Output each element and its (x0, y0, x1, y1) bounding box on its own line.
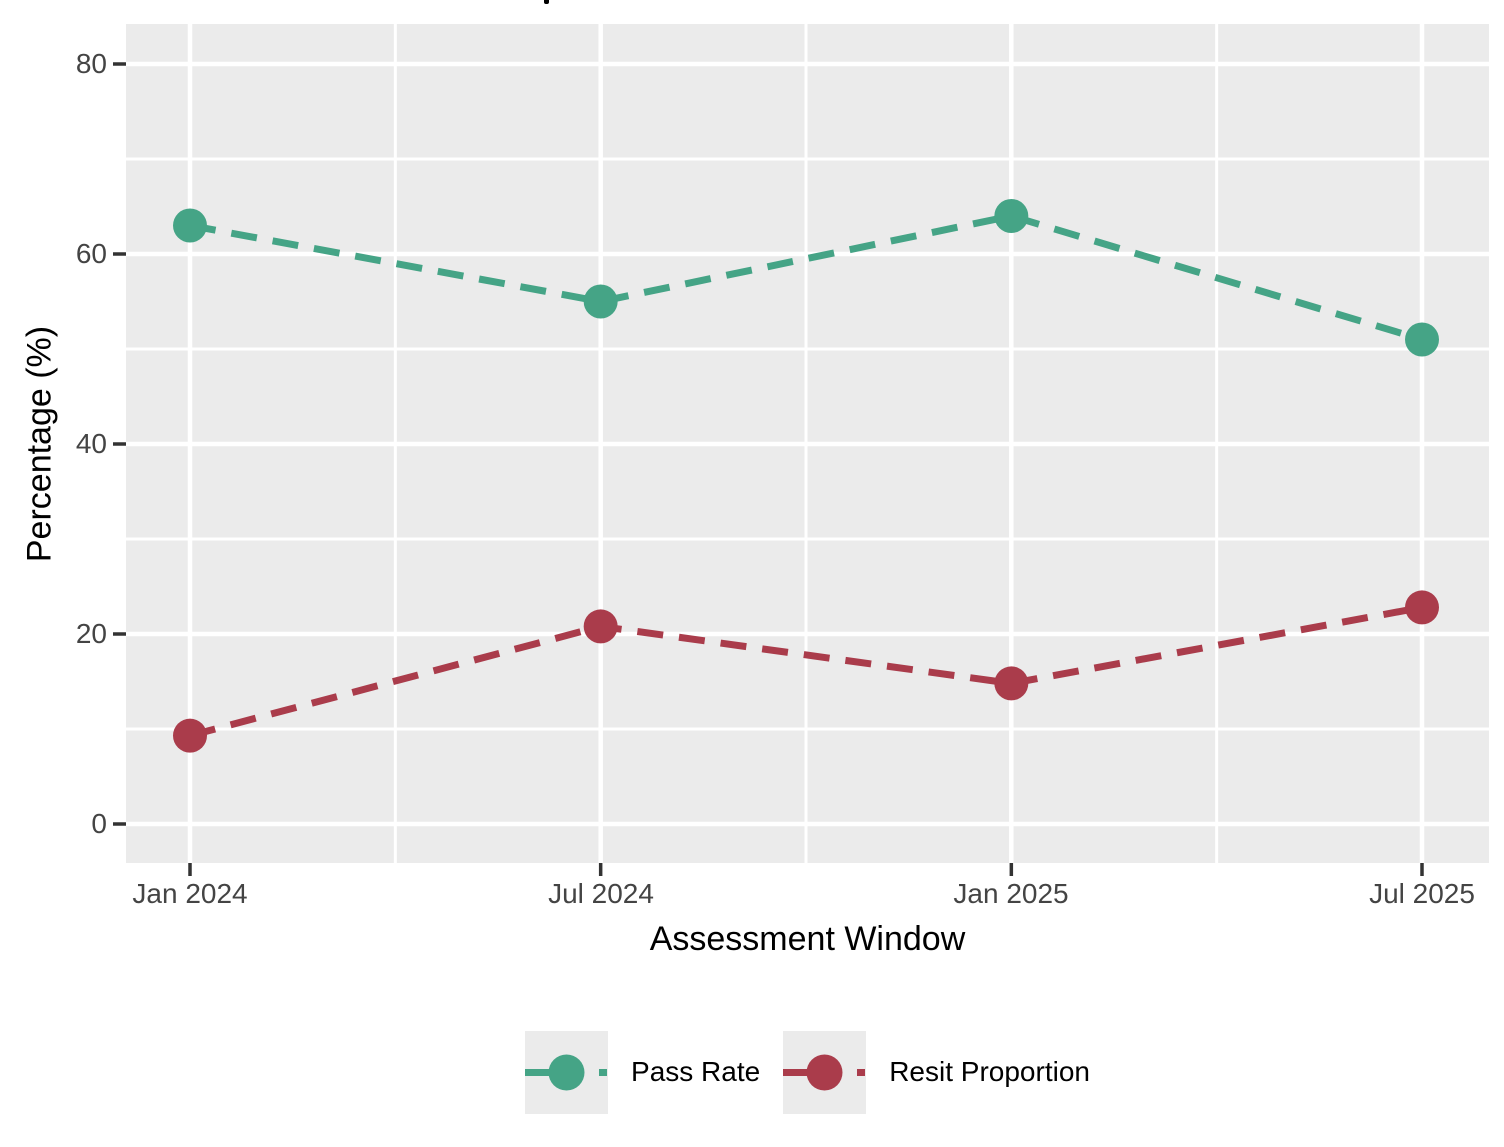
legend-key-resit-proportion (783, 1030, 867, 1114)
legend: Pass Rate Resit Proportion (126, 1030, 1489, 1114)
legend-item-pass-rate: Pass Rate (525, 1030, 761, 1114)
legend-point-resit-proportion (806, 1054, 843, 1090)
data-point-resit-proportion (173, 718, 207, 753)
legend-label-pass-rate: Pass Rate (631, 1056, 761, 1087)
x-tick-label-jul-2025: Jul 2025 (1369, 878, 1475, 909)
x-tick-label-jan-2024: Jan 2024 (132, 878, 248, 909)
series-line-resit-proportion (189, 603, 1423, 740)
legend-point-pass-rate (548, 1054, 585, 1090)
y-tick-label-20: 20 (75, 618, 107, 649)
data-point-resit-proportion (583, 609, 618, 644)
legend-item-resit-proportion: Resit Proportion (783, 1030, 1090, 1114)
series-line-pass-rate (189, 212, 1424, 343)
data-point-resit-proportion (994, 666, 1029, 701)
data-point-resit-proportion (1405, 590, 1440, 625)
data-point-pass-rate (994, 199, 1029, 233)
x-tick-label-jul-2024: Jul 2024 (548, 878, 654, 909)
x-axis-title: Assessment Window (649, 920, 966, 958)
data-point-pass-rate (1405, 322, 1440, 357)
y-tick-label-40: 40 (75, 428, 107, 459)
data-point-pass-rate (583, 284, 618, 319)
y-tick-label-60: 60 (75, 238, 107, 269)
y-axis-title: Percentage (%) (20, 325, 59, 563)
y-tick-label-0: 0 (91, 808, 107, 839)
data-point-pass-rate (173, 208, 207, 243)
legend-key-pass-rate (525, 1030, 609, 1114)
legend-label-resit-proportion: Resit Proportion (889, 1056, 1090, 1087)
y-tick-label-80: 80 (75, 48, 107, 79)
cropped-title-descender (544, 0, 549, 4)
x-tick-label-jan-2025: Jan 2025 (953, 878, 1069, 909)
